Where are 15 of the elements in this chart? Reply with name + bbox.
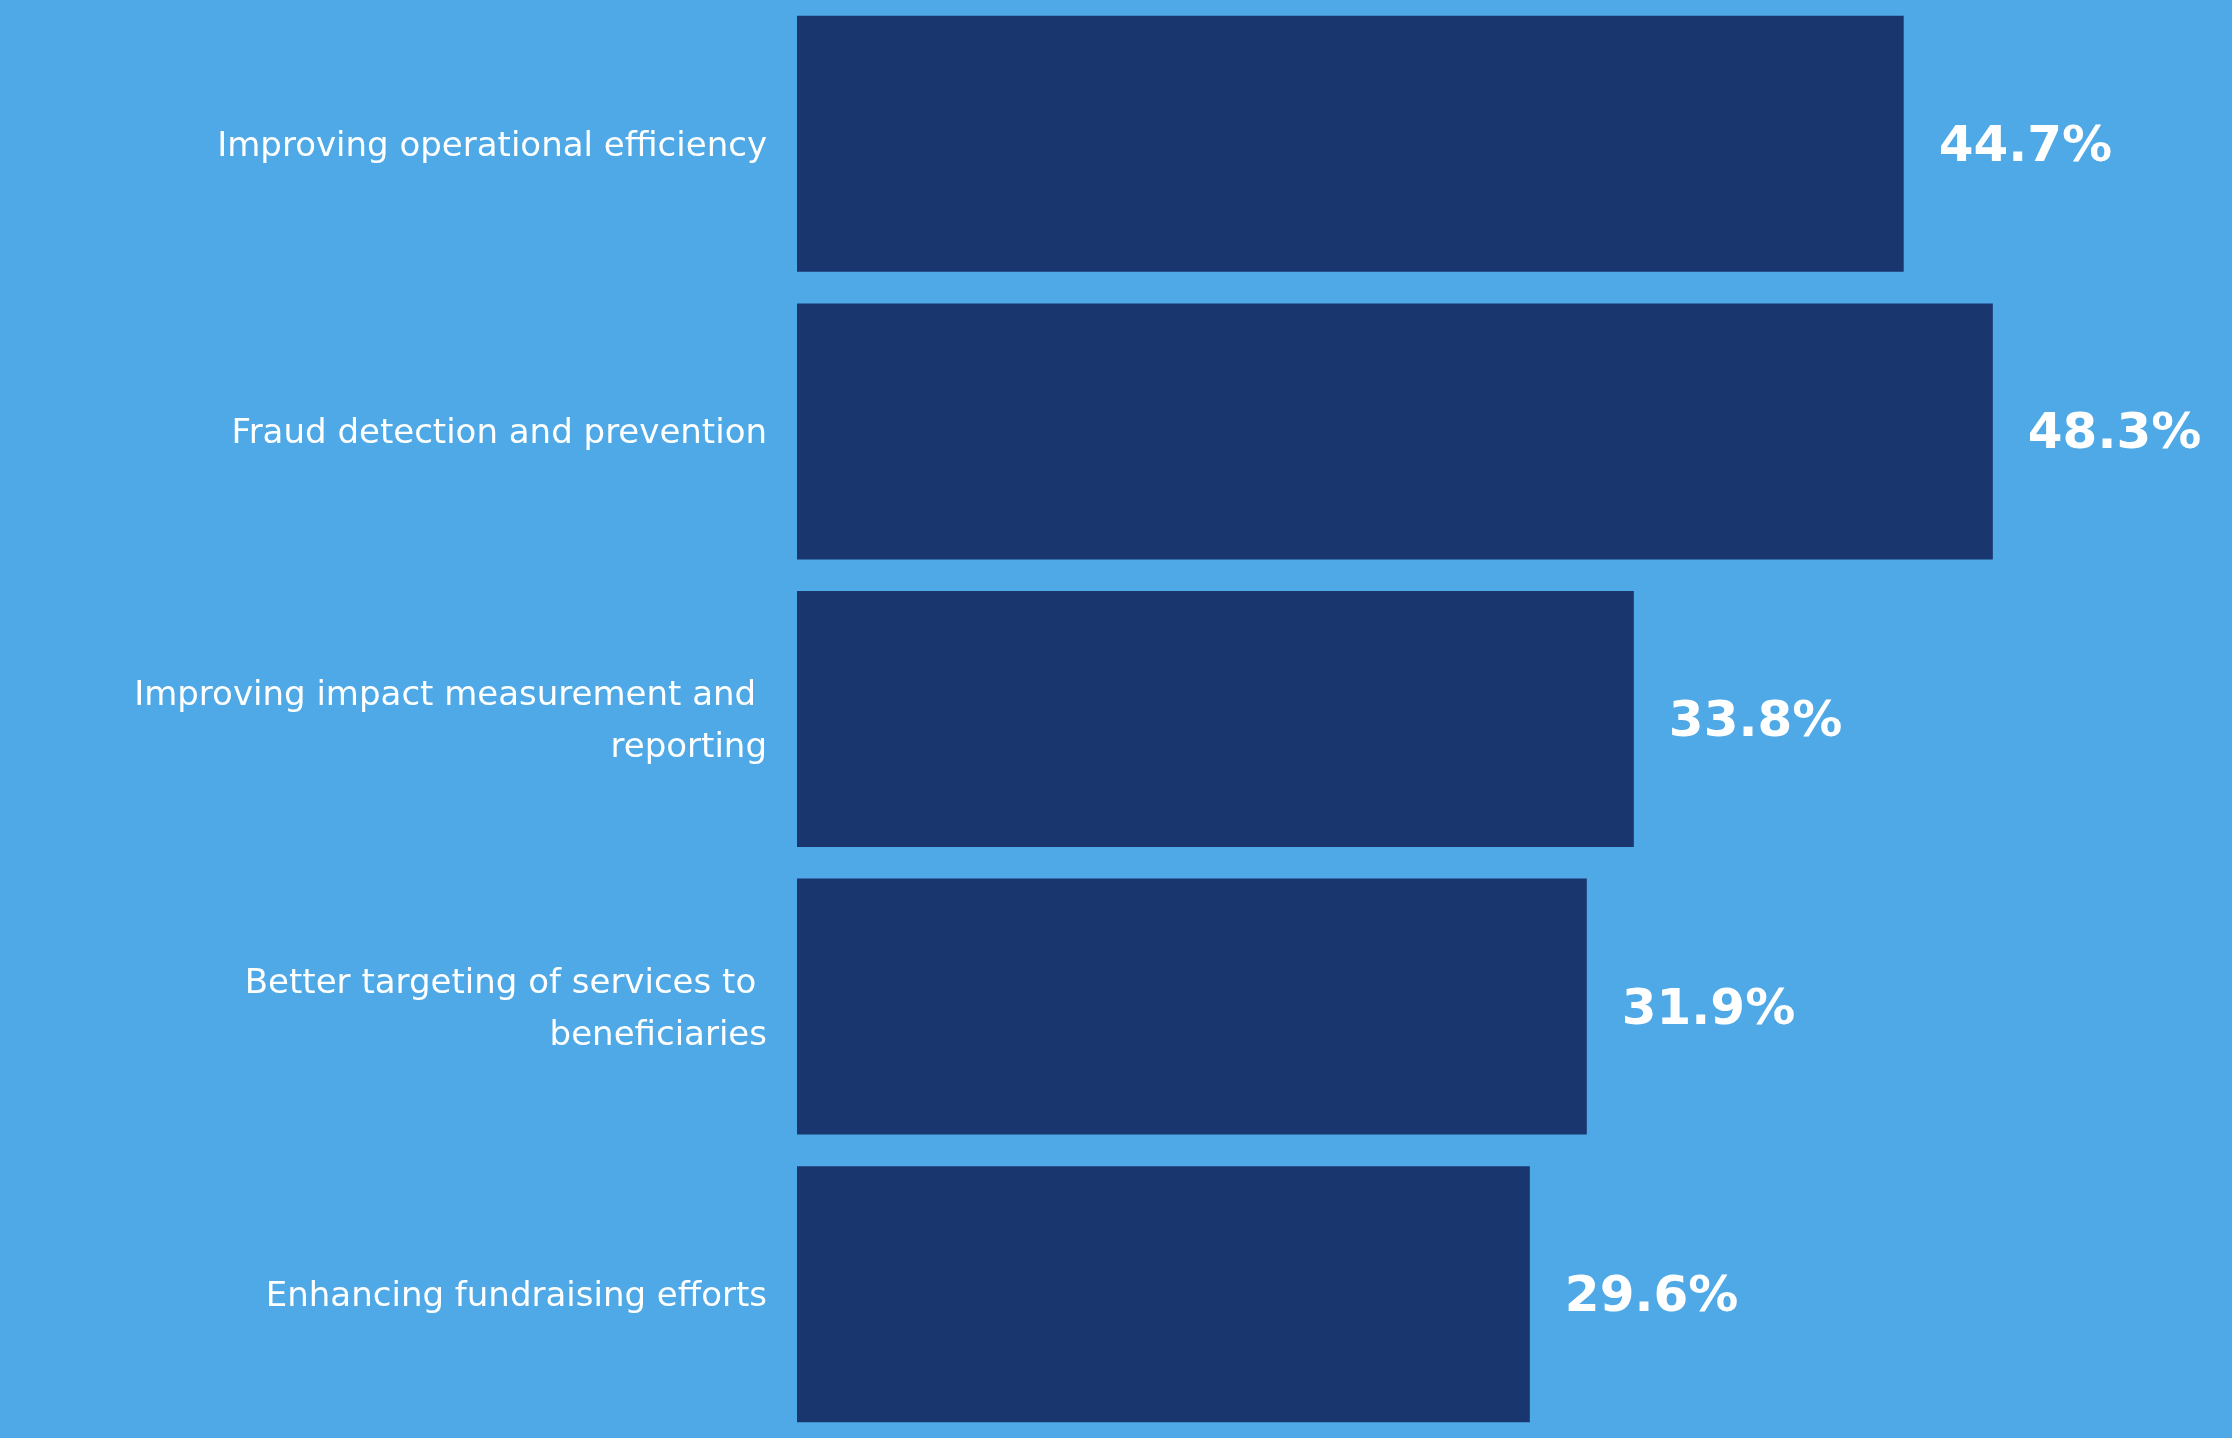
data-label: 33.8%	[1668, 690, 1843, 748]
data-label: 44.7%	[1938, 114, 2113, 173]
y-tick-label: Fraud detection and prevention	[231, 411, 767, 452]
y-tick-label: Enhancing fundraising efforts	[265, 1274, 767, 1315]
y-tick-label: Better targeting of services to beneficiaries	[244, 960, 767, 1053]
y-tick-label: Improving impact measurement and reporting	[134, 673, 767, 765]
y-tick-label: Improving operational efficiency	[217, 123, 767, 164]
bar	[797, 878, 1587, 1135]
bar	[797, 591, 1634, 847]
bar	[797, 1166, 1530, 1423]
bar	[797, 15, 1904, 272]
data-label: 48.3%	[2027, 402, 2202, 461]
data-label: 29.6%	[1564, 1265, 1739, 1324]
bar	[797, 303, 1993, 560]
data-label: 31.9%	[1621, 977, 1796, 1036]
